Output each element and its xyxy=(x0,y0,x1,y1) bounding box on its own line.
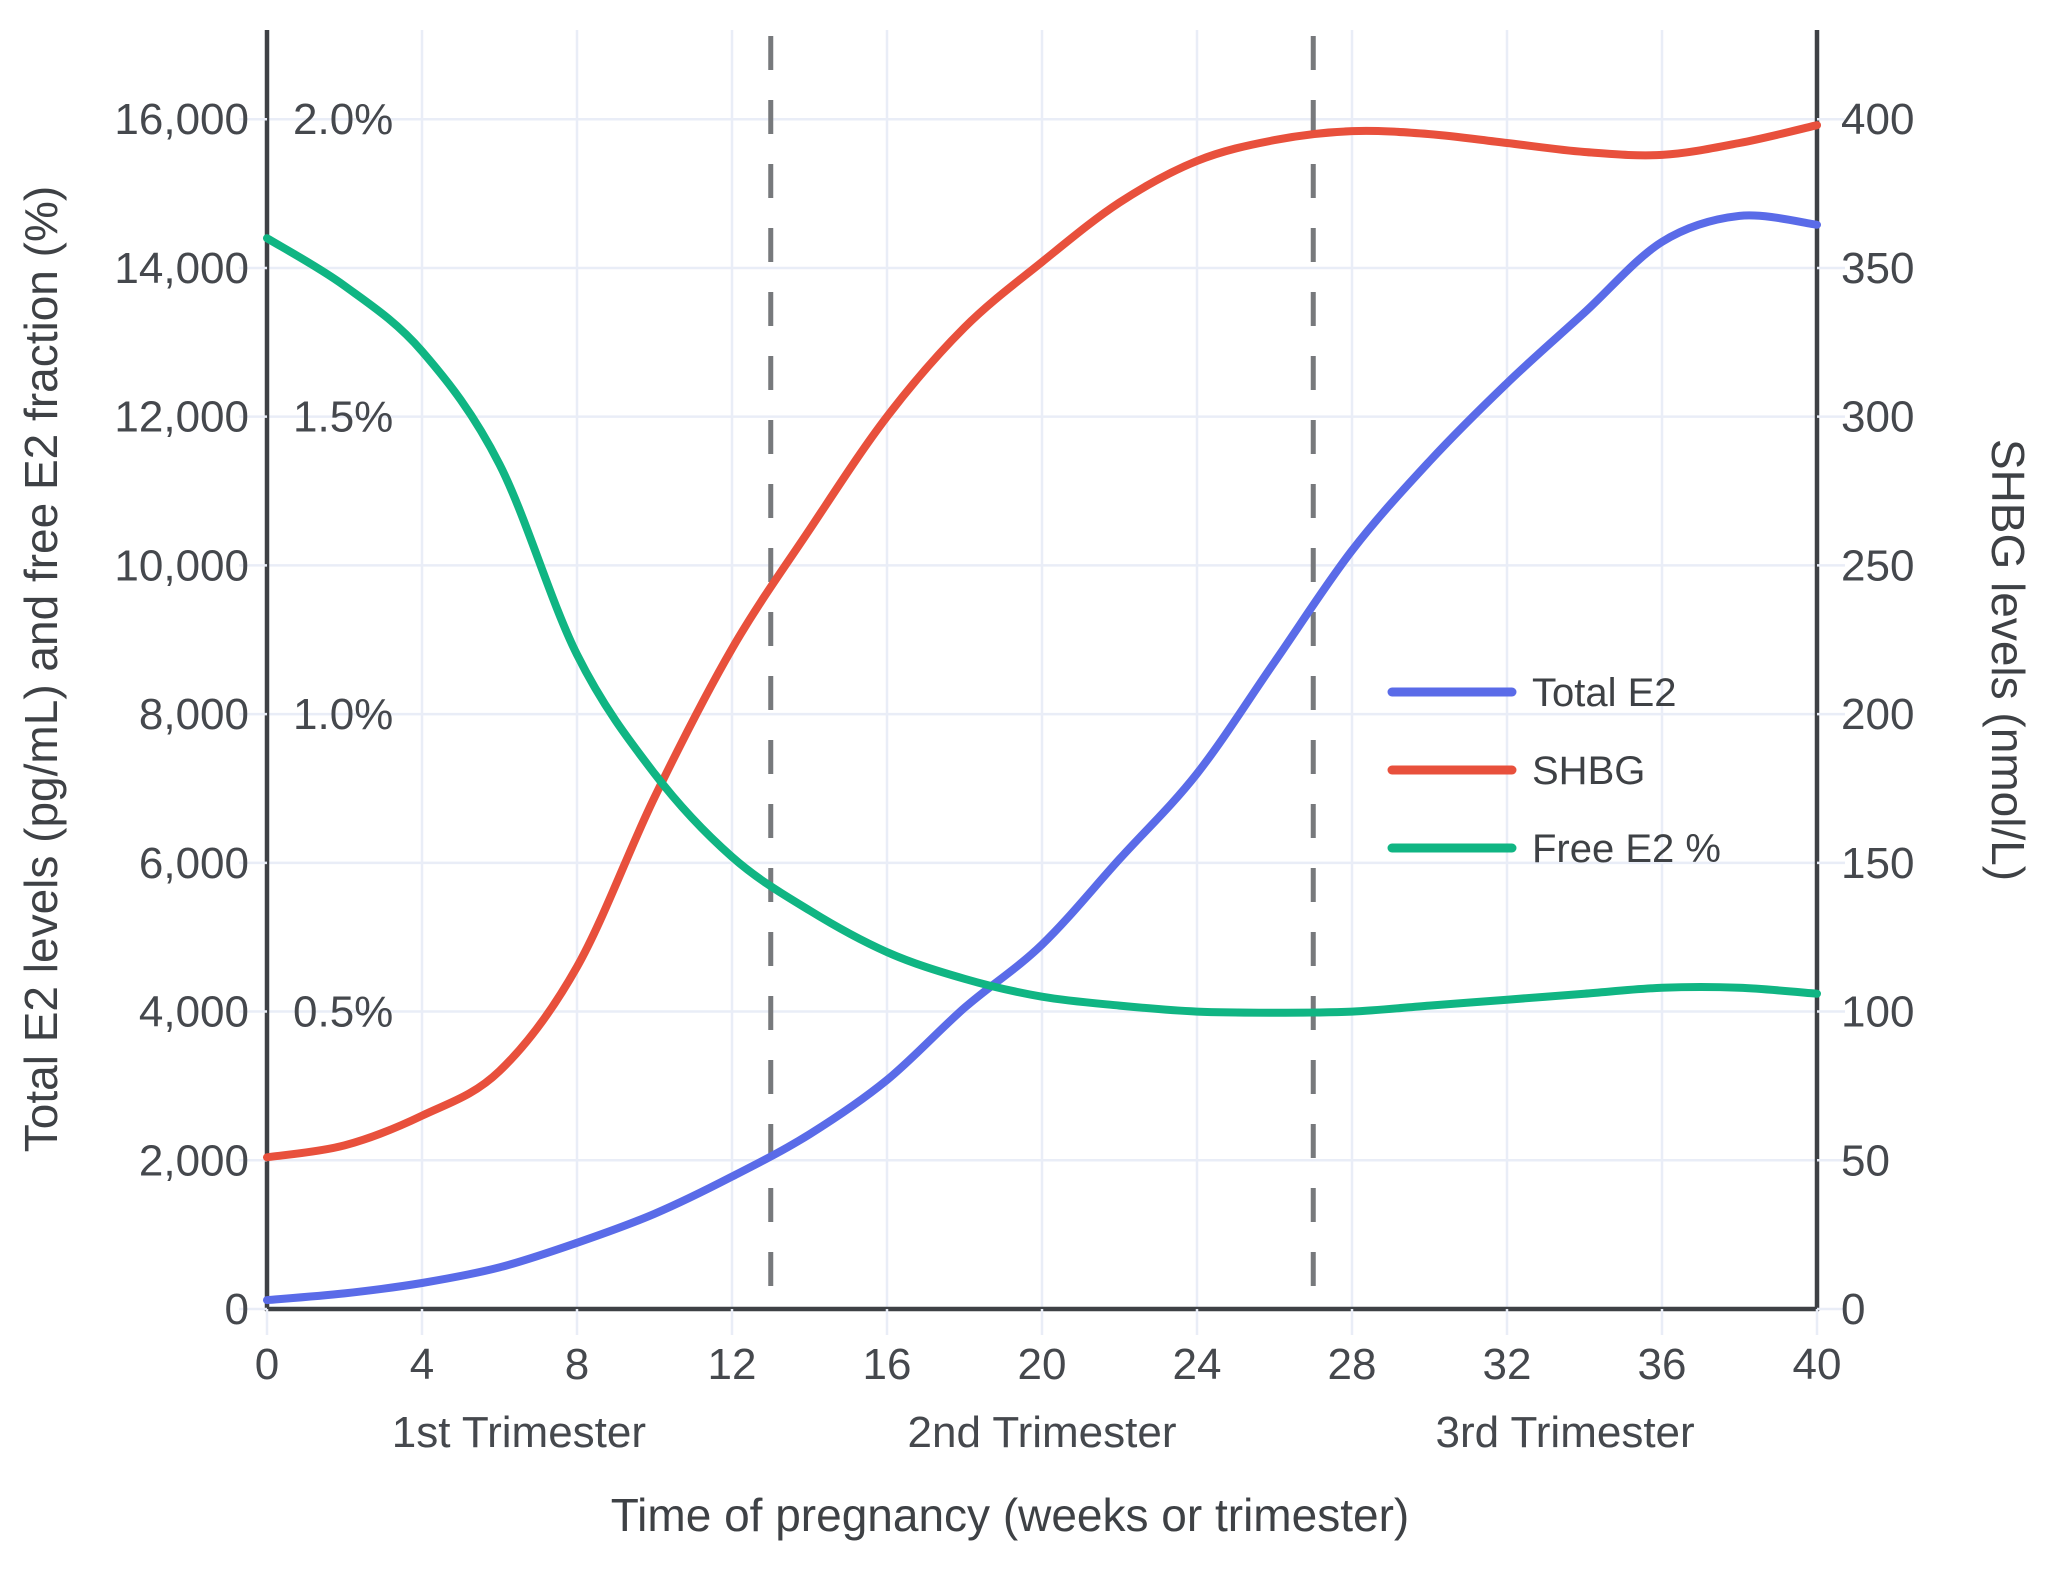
right-tick-label: 300 xyxy=(1841,393,1914,442)
tick-marks xyxy=(239,117,1845,1335)
right-tick-label: 100 xyxy=(1841,988,1914,1037)
legend-label-total-e2: Total E2 xyxy=(1532,671,1677,715)
trimester-label-2nd: 2nd Trimester xyxy=(908,1408,1177,1457)
right-axis-title: SHBG levels (nmol/L) xyxy=(1982,439,2034,881)
x-tick-label: 0 xyxy=(255,1340,279,1389)
legend-item-free-e2: Free E2 % xyxy=(1387,827,1721,871)
left-tick-label: 0 xyxy=(225,1285,249,1334)
trimester-dividers xyxy=(768,36,1316,1309)
x-tick-label: 32 xyxy=(1483,1340,1532,1389)
x-tick-label: 24 xyxy=(1173,1340,1222,1389)
x-tick-label: 20 xyxy=(1018,1340,1067,1389)
legend: Total E2 SHBG Free E2 % xyxy=(1387,671,1721,871)
trimester-label-3rd: 3rd Trimester xyxy=(1436,1408,1695,1457)
left-tick-label: 8,000 xyxy=(139,690,249,739)
free-e2-line xyxy=(263,234,1821,1017)
right-tick-label: 0 xyxy=(1841,1285,1865,1334)
left-tick-label: 10,000 xyxy=(114,541,249,590)
right-tick-label: 350 xyxy=(1841,244,1914,293)
left-tick-label: 16,000 xyxy=(114,95,249,144)
x-tick-label: 12 xyxy=(708,1340,757,1389)
legend-label-free-e2: Free E2 % xyxy=(1532,827,1721,871)
gridlines xyxy=(267,30,1817,1309)
right-tick-label: 200 xyxy=(1841,690,1914,739)
x-axis-title: Time of pregnancy (weeks or trimester) xyxy=(611,1489,1409,1541)
percent-tick-label: 2.0% xyxy=(293,95,393,144)
x-tick-label: 16 xyxy=(863,1340,912,1389)
left-tick-label: 12,000 xyxy=(114,393,249,442)
left-tick-label: 2,000 xyxy=(139,1136,249,1185)
percent-tick-label: 1.5% xyxy=(293,393,393,442)
legend-label-shbg: SHBG xyxy=(1532,749,1645,793)
x-tick-label: 36 xyxy=(1638,1340,1687,1389)
left-tick-label: 6,000 xyxy=(139,839,249,888)
right-tick-label: 250 xyxy=(1841,541,1914,590)
percent-tick-label: 0.5% xyxy=(293,988,393,1037)
total-e2-line xyxy=(263,211,1821,1305)
left-tick-label: 4,000 xyxy=(139,988,249,1037)
left-tick-label: 14,000 xyxy=(114,244,249,293)
legend-item-total-e2: Total E2 xyxy=(1387,671,1677,715)
right-tick-label: 150 xyxy=(1841,839,1914,888)
percent-tick-label: 1.0% xyxy=(293,690,393,739)
trimester-label-1st: 1st Trimester xyxy=(392,1408,646,1457)
x-tick-label: 8 xyxy=(565,1340,589,1389)
data-curves xyxy=(263,121,1821,1305)
left-axis-title: Total E2 levels (pg/mL) and free E2 frac… xyxy=(15,186,67,1152)
right-tick-label: 50 xyxy=(1841,1136,1890,1185)
right-tick-label: 400 xyxy=(1841,95,1914,144)
shbg-line xyxy=(263,121,1821,1162)
x-tick-label: 4 xyxy=(410,1340,434,1389)
x-tick-label: 40 xyxy=(1793,1340,1842,1389)
legend-item-shbg: SHBG xyxy=(1387,749,1645,793)
x-tick-label: 28 xyxy=(1328,1340,1377,1389)
tick-labels: 0 2,000 4,000 6,000 8,000 10,000 12,000 14,000 1… xyxy=(114,95,1914,1389)
